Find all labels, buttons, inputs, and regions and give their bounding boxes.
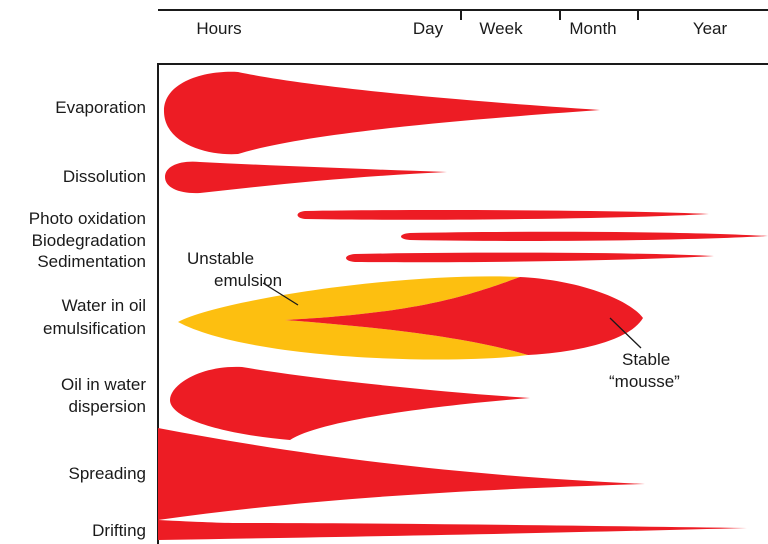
- label-biodegradation: Biodegradation: [32, 231, 146, 250]
- label-water-in-oil-line2: emulsification: [43, 319, 146, 338]
- leader-stable-mousse: [609, 317, 642, 349]
- band-stable-mousse: [285, 277, 643, 355]
- label-oil-in-water-line1: Oil in water: [61, 375, 146, 394]
- label-evaporation: Evaporation: [55, 98, 146, 117]
- band-oil-in-water-dispersion: [170, 366, 530, 440]
- band-dissolution: [165, 161, 447, 194]
- leader-unstable-emulsion: [262, 282, 299, 306]
- time-axis: Hours Day Week Month Year: [158, 9, 768, 38]
- band-photo-oxidation: [297, 210, 709, 220]
- chart-frame: [157, 63, 768, 544]
- process-bands: [158, 71, 768, 540]
- band-biodegradation: [401, 231, 768, 241]
- annotation-stable-line2: “mousse”: [609, 372, 680, 391]
- label-dissolution: Dissolution: [63, 167, 146, 186]
- time-label-day: Day: [413, 19, 444, 38]
- annotation-stable-line1: Stable: [622, 350, 670, 369]
- band-drifting: [158, 520, 747, 540]
- band-sedimentation: [346, 252, 714, 263]
- time-label-week: Week: [479, 19, 523, 38]
- time-label-year: Year: [693, 19, 728, 38]
- band-evaporation: [163, 71, 600, 155]
- annotation-unstable-line1: Unstable: [187, 249, 254, 268]
- label-water-in-oil-line1: Water in oil: [62, 296, 146, 315]
- time-label-month: Month: [569, 19, 616, 38]
- annotations: Unstable emulsion Stable “mousse”: [187, 249, 680, 391]
- band-unstable-emulsion: [178, 276, 528, 360]
- label-sedimentation: Sedimentation: [37, 252, 146, 271]
- band-spreading: [158, 428, 645, 520]
- label-drifting: Drifting: [92, 521, 146, 540]
- label-photo-oxidation: Photo oxidation: [29, 209, 146, 228]
- process-labels: Evaporation Dissolution Photo oxidation …: [29, 98, 147, 540]
- label-oil-in-water-line2: dispersion: [69, 397, 147, 416]
- annotation-unstable-line2: emulsion: [214, 271, 282, 290]
- time-label-hours: Hours: [196, 19, 241, 38]
- label-spreading: Spreading: [68, 464, 146, 483]
